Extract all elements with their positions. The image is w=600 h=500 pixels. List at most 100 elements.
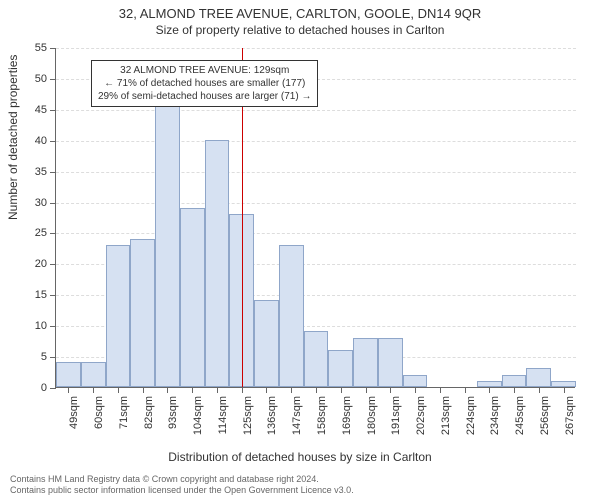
annotation-box: 32 ALMOND TREE AVENUE: 129sqm← 71% of de… (91, 60, 318, 107)
y-tick (50, 172, 56, 173)
x-tick (68, 387, 69, 393)
grid-line (56, 172, 576, 173)
x-tick (514, 387, 515, 393)
x-tick-label: 191sqm (390, 396, 402, 444)
x-tick (341, 387, 342, 393)
x-tick (118, 387, 119, 393)
y-tick-label: 30 (35, 197, 47, 209)
chart-subtitle: Size of property relative to detached ho… (0, 21, 600, 37)
footer-line-2: Contains public sector information licen… (10, 485, 590, 496)
x-tick-label: 104sqm (192, 396, 204, 444)
histogram-bar (56, 362, 81, 387)
chart-title: 32, ALMOND TREE AVENUE, CARLTON, GOOLE, … (0, 0, 600, 21)
histogram-bar (205, 140, 230, 387)
x-tick (93, 387, 94, 393)
histogram-bar (279, 245, 304, 387)
x-tick-label: 49sqm (68, 396, 80, 444)
histogram-bar (304, 331, 329, 387)
x-tick (489, 387, 490, 393)
y-tick (50, 48, 56, 49)
x-tick (217, 387, 218, 393)
histogram-bar (328, 350, 353, 387)
x-tick (266, 387, 267, 393)
y-tick-label: 35 (35, 166, 47, 178)
x-tick (143, 387, 144, 393)
x-tick-label: 245sqm (514, 396, 526, 444)
x-tick (415, 387, 416, 393)
y-axis-label: Number of detached properties (6, 55, 20, 220)
annotation-line: ← 71% of detached houses are smaller (17… (98, 77, 311, 90)
x-tick (316, 387, 317, 393)
grid-line (56, 233, 576, 234)
y-tick (50, 141, 56, 142)
x-tick (465, 387, 466, 393)
x-tick-label: 180sqm (366, 396, 378, 444)
x-tick-label: 71sqm (118, 396, 130, 444)
x-tick-label: 147sqm (291, 396, 303, 444)
x-tick-label: 224sqm (465, 396, 477, 444)
y-tick (50, 326, 56, 327)
x-tick (291, 387, 292, 393)
y-tick (50, 295, 56, 296)
y-tick-label: 45 (35, 104, 47, 116)
x-tick (192, 387, 193, 393)
y-tick-label: 55 (35, 42, 47, 54)
x-tick (242, 387, 243, 393)
x-tick (167, 387, 168, 393)
y-tick (50, 388, 56, 389)
grid-line (56, 48, 576, 49)
y-tick-label: 15 (35, 289, 47, 301)
annotation-line: 32 ALMOND TREE AVENUE: 129sqm (98, 64, 311, 77)
y-tick-label: 50 (35, 73, 47, 85)
histogram-bar (378, 338, 403, 387)
x-tick-label: 82sqm (143, 396, 155, 444)
grid-line (56, 141, 576, 142)
x-tick-label: 213sqm (440, 396, 452, 444)
histogram-bar (403, 375, 428, 387)
histogram-bar (526, 368, 551, 387)
histogram-bar (254, 300, 279, 387)
y-tick (50, 110, 56, 111)
x-axis-label: Distribution of detached houses by size … (0, 450, 600, 464)
x-tick (539, 387, 540, 393)
x-tick-label: 234sqm (489, 396, 501, 444)
y-tick (50, 233, 56, 234)
x-tick (366, 387, 367, 393)
x-tick-label: 136sqm (266, 396, 278, 444)
histogram-bar (353, 338, 378, 387)
x-tick (564, 387, 565, 393)
histogram-bar (81, 362, 106, 387)
x-tick (390, 387, 391, 393)
x-tick-label: 256sqm (539, 396, 551, 444)
x-tick-label: 93sqm (167, 396, 179, 444)
y-tick-label: 10 (35, 320, 47, 332)
plot-area: 051015202530354045505549sqm60sqm71sqm82s… (55, 48, 575, 388)
x-tick-label: 202sqm (415, 396, 427, 444)
y-tick-label: 20 (35, 258, 47, 270)
footer-line-1: Contains HM Land Registry data © Crown c… (10, 474, 590, 485)
y-tick (50, 79, 56, 80)
histogram-bar (180, 208, 205, 387)
histogram-bar (502, 375, 527, 387)
x-tick-label: 267sqm (564, 396, 576, 444)
annotation-line: 29% of semi-detached houses are larger (… (98, 90, 311, 103)
grid-line (56, 110, 576, 111)
x-tick-label: 114sqm (217, 396, 229, 444)
y-tick-label: 5 (41, 351, 47, 363)
chart-container: 32, ALMOND TREE AVENUE, CARLTON, GOOLE, … (0, 0, 600, 500)
y-tick (50, 264, 56, 265)
x-tick-label: 60sqm (93, 396, 105, 444)
x-tick (440, 387, 441, 393)
histogram-bar (155, 103, 180, 387)
y-tick-label: 40 (35, 135, 47, 147)
x-tick-label: 169sqm (341, 396, 353, 444)
x-tick-label: 158sqm (316, 396, 328, 444)
footer-attribution: Contains HM Land Registry data © Crown c… (10, 474, 590, 496)
y-tick-label: 25 (35, 227, 47, 239)
grid-line (56, 203, 576, 204)
histogram-bar (106, 245, 131, 387)
y-tick (50, 357, 56, 358)
x-tick-label: 125sqm (242, 396, 254, 444)
y-tick (50, 203, 56, 204)
y-tick-label: 0 (41, 382, 47, 394)
